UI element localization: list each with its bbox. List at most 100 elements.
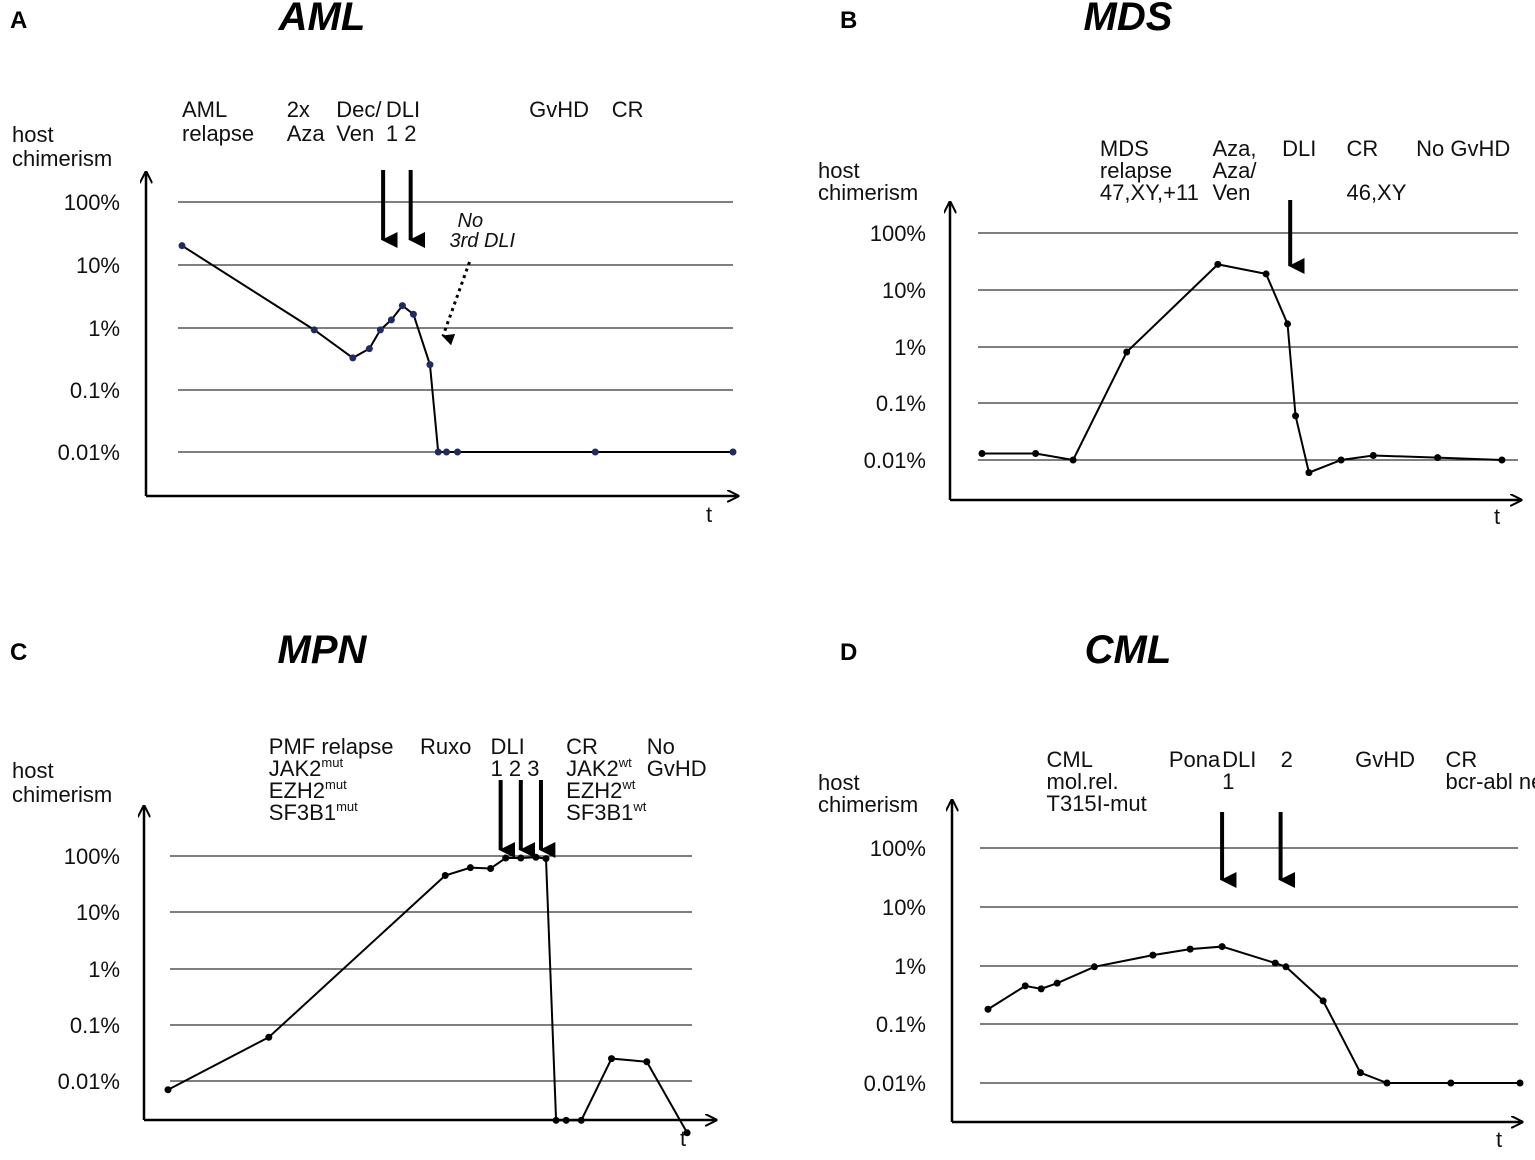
panel-d: D CMLhostchimerism100%10%1%0.1%0.01%tCMLm… — [818, 628, 1535, 1152]
x-axis-label: t — [1496, 1127, 1502, 1152]
data-point — [517, 854, 525, 862]
y-axis-label: chimerism — [818, 180, 918, 205]
panel-title: CML — [1085, 628, 1172, 672]
event-annotation: Ven — [336, 121, 374, 146]
event-annotation: Dec/ — [336, 97, 382, 122]
event-annotation: 1 2 3 — [491, 756, 540, 781]
panel-title: MDS — [1084, 0, 1173, 39]
data-point — [398, 302, 406, 310]
y-axis-label: chimerism — [818, 792, 918, 817]
event-annotation: bcr-abl neg. — [1446, 769, 1535, 794]
note-text: 3rd DLI — [450, 230, 516, 252]
event-annotation: EZH2wt — [566, 777, 636, 803]
data-point — [387, 316, 395, 324]
data-point — [409, 310, 417, 318]
event-annotation: AML — [182, 97, 227, 122]
note-text: No — [458, 210, 484, 232]
data-point — [1498, 456, 1506, 464]
data-point — [729, 448, 737, 456]
y-tick-label: 10% — [76, 900, 120, 925]
y-tick-label: 1% — [894, 954, 926, 979]
data-point — [1037, 985, 1045, 993]
event-annotation: DLI — [386, 97, 420, 122]
y-tick-label: 0.01% — [864, 448, 926, 473]
data-point — [454, 448, 461, 456]
event-annotation: GvHD — [1355, 747, 1415, 772]
data-point — [310, 326, 318, 334]
data-point — [1516, 1079, 1524, 1087]
event-annotation: CR — [612, 97, 644, 122]
y-axis-label: host — [818, 770, 860, 795]
no-dli-dotted-arrow — [441, 261, 471, 346]
panel-a: A AMLhostchimerism100%10%1%0.1%0.01%tAMLr… — [10, 0, 738, 527]
data-point — [426, 361, 434, 369]
event-annotation: SF3B1mut — [269, 799, 358, 825]
panel-letter: B — [840, 7, 857, 34]
data-point — [643, 1058, 651, 1066]
y-tick-label: 100% — [64, 190, 120, 215]
data-line — [982, 263, 1502, 474]
data-point — [1186, 945, 1194, 953]
event-annotation: No — [647, 734, 675, 759]
event-annotation: DLI — [1282, 136, 1316, 161]
data-point — [608, 1055, 616, 1063]
data-point — [365, 345, 373, 353]
event-annotation: PMF relapse — [269, 734, 394, 759]
event-annotation: DLI — [1222, 747, 1256, 772]
event-annotation: GvHD — [529, 97, 589, 122]
event-annotation: 1 — [1222, 769, 1234, 794]
data-point — [1218, 943, 1226, 951]
event-annotation: Ven — [1212, 180, 1250, 205]
event-annotation: relapse — [1100, 158, 1172, 183]
event-annotation: Aza, — [1212, 136, 1256, 161]
y-tick-label: 100% — [870, 221, 926, 246]
y-tick-label: 0.01% — [58, 440, 120, 465]
data-point — [1292, 412, 1300, 420]
data-point — [1214, 260, 1222, 268]
event-annotation: Ruxo — [420, 734, 471, 759]
event-annotation: SF3B1wt — [566, 799, 647, 825]
y-axis-label: host — [818, 158, 860, 183]
y-tick-label: 10% — [882, 895, 926, 920]
data-point — [1369, 452, 1377, 460]
data-point — [1069, 456, 1077, 464]
data-point — [1337, 456, 1345, 464]
data-point — [984, 1005, 992, 1013]
data-point — [1090, 963, 1098, 971]
panel-title: MPN — [278, 628, 368, 672]
event-annotation: Pona — [1169, 747, 1221, 772]
y-tick-label: 10% — [882, 278, 926, 303]
data-point — [442, 448, 450, 456]
data-point — [591, 448, 599, 456]
y-axis-label: host — [12, 758, 54, 783]
panel-letter: C — [10, 639, 27, 666]
panel-letter: D — [840, 639, 857, 666]
data-point — [466, 864, 474, 872]
data-point — [178, 242, 186, 250]
data-point — [562, 1116, 570, 1124]
data-point — [502, 854, 510, 862]
event-annotation: EZH2mut — [269, 777, 347, 803]
y-tick-label: 0.1% — [70, 378, 120, 403]
y-tick-label: 100% — [870, 836, 926, 861]
y-tick-label: 0.01% — [864, 1071, 926, 1096]
y-tick-label: 0.1% — [876, 391, 926, 416]
y-tick-label: 0.1% — [876, 1012, 926, 1037]
y-tick-label: 100% — [64, 844, 120, 869]
event-annotation: Aza/ — [1212, 158, 1257, 183]
panel-title: AML — [278, 0, 366, 39]
y-axis-label: chimerism — [12, 782, 112, 807]
event-annotation: CML — [1047, 747, 1093, 772]
data-point — [1149, 951, 1157, 959]
event-annotation: MDS — [1100, 136, 1149, 161]
y-tick-label: 1% — [88, 957, 120, 982]
data-point — [1021, 982, 1029, 990]
event-annotation: 2 — [1281, 747, 1293, 772]
data-point — [441, 872, 449, 880]
event-annotation: No GvHD — [1416, 136, 1510, 161]
data-point — [552, 1116, 560, 1124]
y-tick-label: 1% — [88, 316, 120, 341]
data-point — [577, 1116, 585, 1124]
